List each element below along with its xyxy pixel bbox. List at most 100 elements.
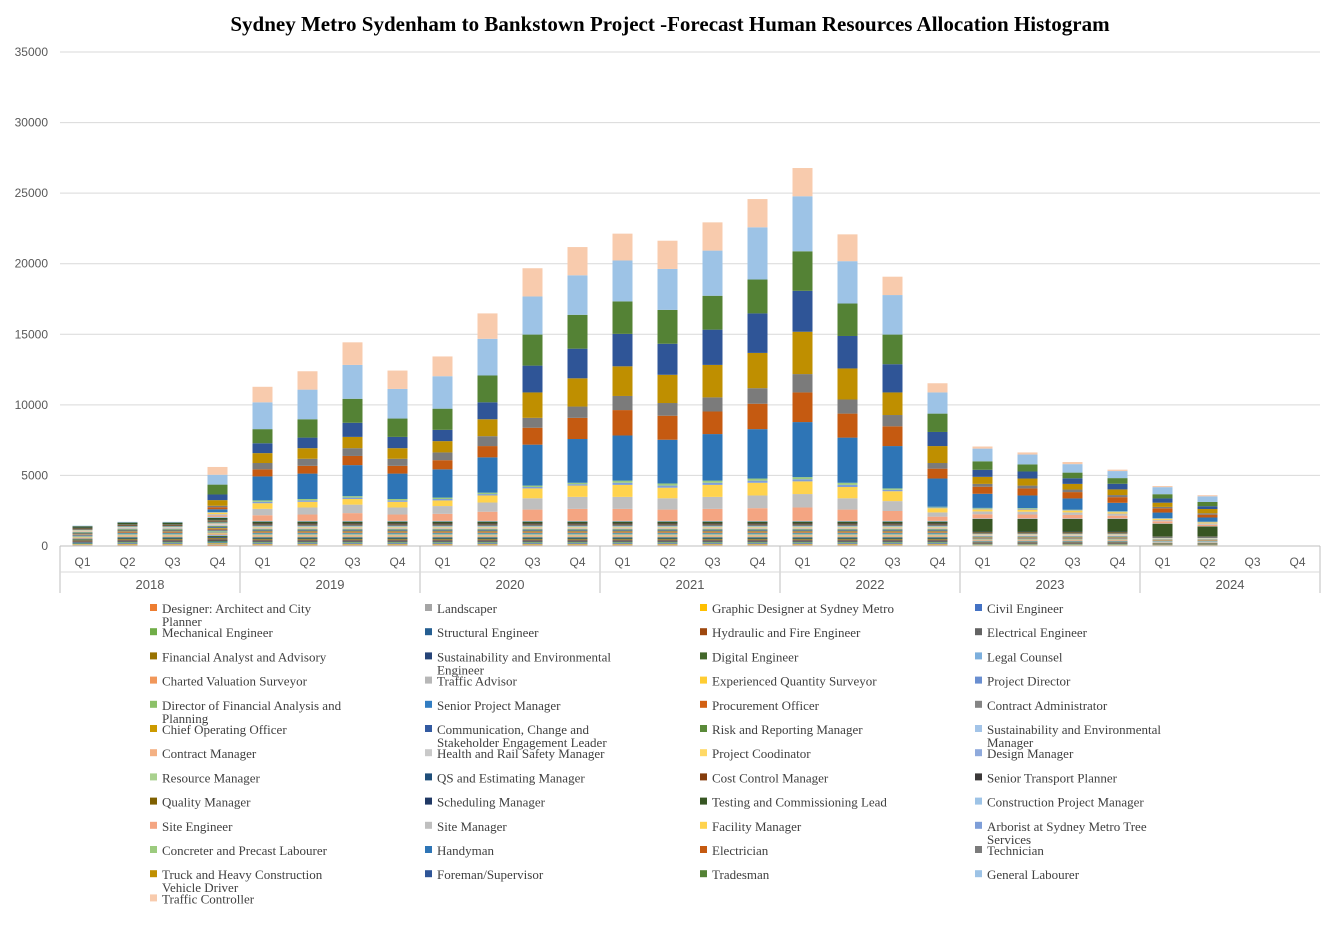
- bar-segment: [522, 538, 543, 540]
- bar-segment: [342, 465, 363, 497]
- legend-label: Foreman/Supervisor: [437, 867, 544, 882]
- bar-segment: [342, 539, 363, 541]
- bar-segment: [117, 536, 138, 538]
- bar-segment: [612, 484, 633, 497]
- bar-segment: [432, 523, 453, 525]
- bar-segment: [657, 509, 678, 521]
- bar-segment: [1062, 518, 1083, 532]
- bar-segment: [72, 544, 93, 546]
- bar-segment: [702, 530, 723, 532]
- bar-segment: [387, 526, 408, 527]
- bar-segment: [297, 542, 318, 543]
- bar-segment: [612, 333, 633, 367]
- bar-segment: [792, 507, 813, 521]
- bar-segment: [792, 537, 813, 539]
- bar-segment: [207, 539, 228, 541]
- bar-segment: [252, 532, 273, 533]
- bar-segment: [747, 533, 768, 535]
- bar-segment: [1107, 483, 1128, 490]
- x-tick-label-quarter: Q3: [344, 555, 360, 569]
- bar-segment: [297, 536, 318, 537]
- bar-segment: [342, 504, 363, 514]
- legend-swatch: [425, 821, 432, 829]
- bar-segment: [342, 531, 363, 533]
- bar-segment: [747, 313, 768, 353]
- bar-segment: [387, 540, 408, 542]
- bar-segment: [747, 279, 768, 314]
- legend-swatch: [425, 797, 432, 805]
- bar-segment: [567, 526, 588, 527]
- bar-segment: [702, 532, 723, 534]
- bar-segment: [747, 526, 768, 528]
- bar-segment: [432, 498, 453, 501]
- bar-segment: [207, 516, 228, 518]
- bar-segment: [927, 528, 948, 529]
- bar-segment: [387, 542, 408, 543]
- bar-segment: [882, 534, 903, 535]
- bar-segment: [792, 527, 813, 529]
- bar-segment: [432, 429, 453, 442]
- bar-segment: [882, 426, 903, 447]
- bar-segment: [837, 303, 858, 336]
- legend-label-line: Civil Engineer: [987, 601, 1064, 616]
- legend-label-line: Project Coodinator: [712, 746, 811, 761]
- bar-segment: [432, 530, 453, 532]
- bar-segment: [657, 532, 678, 534]
- bar-segment: [702, 542, 723, 544]
- bar-segment: [657, 520, 678, 522]
- bar-segment: [387, 498, 408, 501]
- bar-segment: [882, 539, 903, 540]
- bar-segment: [342, 528, 363, 530]
- bar-segment: [432, 441, 453, 453]
- bar-segment: [207, 533, 228, 535]
- bar-segment: [297, 528, 318, 530]
- bar-segment: [252, 536, 273, 537]
- bar-segment: [1017, 452, 1038, 455]
- bar-segment: [477, 520, 498, 522]
- legend-label-line: Design Manager: [987, 746, 1074, 761]
- bar-segment: [567, 536, 588, 538]
- bar-segment: [522, 509, 543, 521]
- bar-segment: [432, 531, 453, 533]
- bar-segment: [207, 531, 228, 532]
- bar-segment: [432, 534, 453, 536]
- bar-segment: [747, 532, 768, 534]
- bar-segment: [432, 534, 453, 535]
- bar-segment: [1107, 469, 1128, 472]
- bar-segment: [522, 525, 543, 526]
- legend-swatch: [975, 797, 982, 805]
- bar-segment: [387, 388, 408, 419]
- bar-segment: [1062, 472, 1083, 479]
- bar-segment: [297, 541, 318, 543]
- bar-segment: [162, 543, 183, 545]
- bar-segment: [837, 534, 858, 536]
- bar-segment: [657, 536, 678, 538]
- bar-segment: [522, 542, 543, 543]
- bar-segment: [612, 525, 633, 527]
- bar-segment: [117, 544, 138, 546]
- bar-segment: [1197, 514, 1218, 518]
- bar-segment: [477, 528, 498, 530]
- bar-segment: [882, 524, 903, 525]
- bar-segment: [522, 542, 543, 544]
- legend-label: Sustainability and Environmental Manager: [987, 722, 1161, 750]
- legend-swatch: [975, 870, 982, 878]
- bar-segment: [837, 482, 858, 485]
- bar-segment: [522, 535, 543, 537]
- legend-swatch: [150, 894, 157, 902]
- bar-segment: [927, 413, 948, 432]
- bar-segment: [747, 522, 768, 524]
- bar-segment: [702, 536, 723, 537]
- bar-segment: [702, 531, 723, 533]
- y-tick-label: 20000: [15, 257, 49, 271]
- bar-segment: [837, 413, 858, 438]
- bar-segment: [612, 301, 633, 334]
- y-tick-label: 15000: [15, 327, 49, 341]
- bar-segment: [837, 542, 858, 543]
- bar-segment: [1017, 485, 1038, 489]
- bar-segment: [252, 429, 273, 444]
- bar-segment: [567, 526, 588, 528]
- bar-segment: [567, 529, 588, 531]
- bar-segment: [567, 247, 588, 276]
- bar-segment: [567, 539, 588, 541]
